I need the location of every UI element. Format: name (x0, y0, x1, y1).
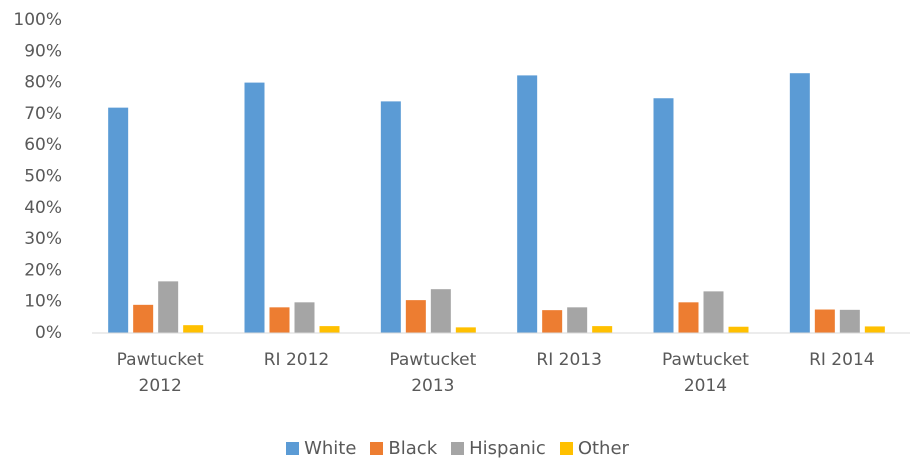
bar (108, 107, 129, 333)
bar (653, 98, 674, 333)
legend-label: Other (577, 438, 629, 459)
x-tick-label: Pawtucket 2012 (116, 350, 204, 396)
y-tick-label: 70% (24, 104, 62, 124)
bar (789, 73, 810, 334)
y-tick-label: 0% (35, 323, 62, 343)
bar (319, 326, 340, 333)
y-tick-label: 30% (24, 229, 62, 249)
y-tick-label: 90% (24, 41, 62, 61)
x-tick-label: Pawtucket 2014 (662, 350, 749, 396)
bar (592, 326, 613, 333)
bar (294, 302, 315, 333)
bar (183, 325, 204, 333)
bar (678, 302, 699, 333)
bar (814, 309, 835, 333)
y-tick-label: 50% (24, 167, 62, 187)
bar (517, 75, 538, 333)
y-tick-label: 100% (13, 10, 62, 30)
bar (405, 300, 426, 333)
bar (728, 326, 749, 333)
legend-swatch (286, 442, 300, 455)
bar (542, 310, 563, 333)
y-tick-label: 60% (24, 135, 62, 155)
bar (430, 289, 451, 333)
x-tick-label: Pawtucket 2013 (389, 350, 477, 396)
bar (839, 309, 860, 333)
bar (158, 281, 179, 333)
x-tick-label: RI 2014 (809, 350, 875, 370)
legend-item: White (286, 438, 356, 459)
legend-swatch (451, 442, 465, 455)
legend-swatch (370, 442, 384, 455)
legend-item: Hispanic (451, 438, 546, 459)
bar (269, 307, 290, 333)
legend-label: White (304, 438, 357, 459)
y-tick-label: 40% (24, 198, 62, 218)
legend-label: Black (388, 438, 438, 459)
bar (455, 327, 476, 333)
legend-item: Other (559, 438, 629, 459)
y-tick-label: 80% (24, 73, 62, 93)
x-tick-label: RI 2012 (263, 350, 330, 370)
bar (133, 304, 154, 333)
y-tick-label: 20% (24, 260, 62, 280)
bar (244, 82, 265, 333)
legend-swatch (559, 442, 573, 455)
x-tick-label: RI 2013 (536, 350, 602, 370)
bar (864, 326, 885, 333)
bar (380, 101, 401, 333)
legend-item: Black (370, 438, 437, 459)
bar (703, 291, 724, 333)
legend: White Black Hispanic Other (0, 438, 915, 459)
legend-label: Hispanic (469, 438, 546, 459)
y-tick-label: 10% (24, 292, 62, 312)
bar (567, 307, 588, 333)
